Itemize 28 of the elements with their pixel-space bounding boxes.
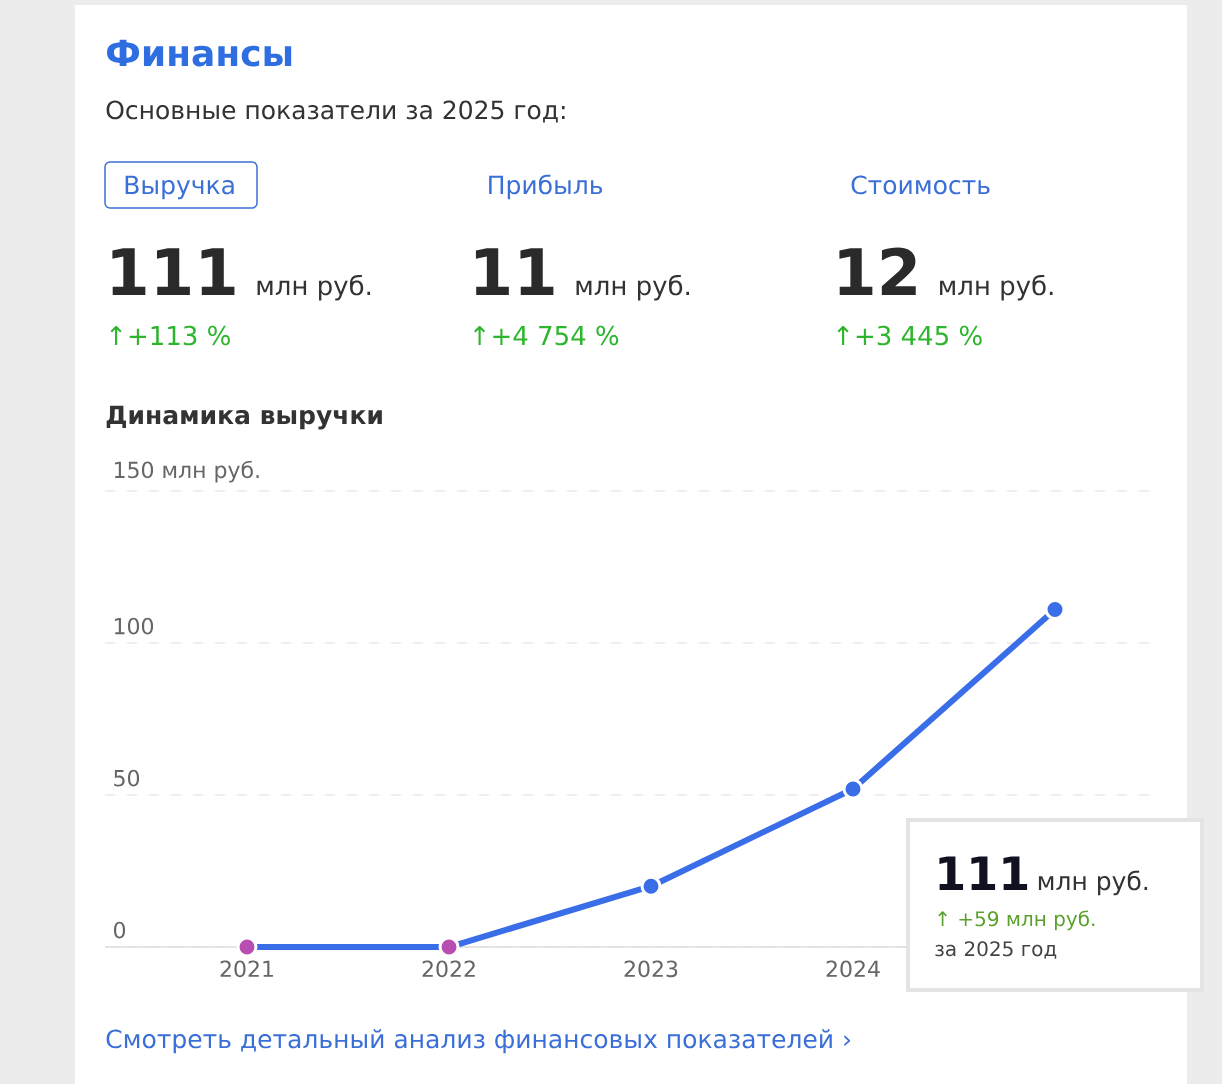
text: Основные показатели за 2025 год:: [106, 100, 565, 123]
text: млн руб.: [576, 274, 690, 301]
x-tick-label: 2024: [826, 960, 880, 978]
x-tick-label: 2022: [422, 960, 475, 978]
text: Выручка: [125, 175, 234, 200]
text: Финансы: [106, 39, 292, 67]
text: млн руб.: [257, 274, 371, 301]
text: 11: [475, 248, 554, 295]
y-tick-label: 0: [113, 921, 126, 939]
annotation: 111: [939, 856, 1028, 891]
annotation: ↑ +59 млн руб.: [938, 910, 1095, 931]
annotation: млн руб.: [1038, 870, 1148, 896]
text: Смотреть детальный анализ финансовых показателей ›: [106, 1029, 851, 1054]
text: Стоимость: [851, 175, 990, 195]
y-tick-label: 100: [114, 617, 154, 635]
text: 111: [112, 248, 235, 295]
annotation: за 2025 год: [935, 941, 1057, 959]
text: Прибыль: [489, 174, 603, 200]
text: млн руб.: [940, 274, 1053, 301]
text: ↑+4 754 %: [474, 325, 619, 346]
chart-title: Динамика выручки: [106, 405, 382, 430]
x-tick-label: 2023: [624, 960, 678, 978]
text: ↑+113 %: [110, 325, 230, 346]
y-tick-label: 50: [114, 769, 140, 787]
x-tick-label: 2021: [220, 960, 273, 978]
y-tick-label: 150 млн руб.: [114, 460, 259, 483]
text: 12: [839, 247, 916, 295]
text: ↑+3 445 %: [837, 325, 982, 346]
